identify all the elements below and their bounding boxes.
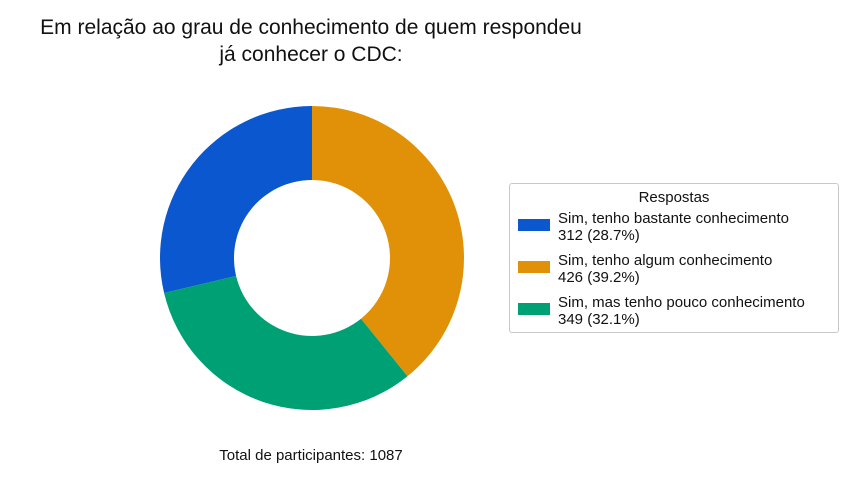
legend: Respostas Sim, tenho bastante conhecimen…: [509, 183, 839, 333]
chart-title-line-1: Em relação ao grau de conhecimento de qu…: [40, 16, 582, 39]
legend-swatch: [518, 219, 550, 231]
legend-title: Respostas: [638, 189, 710, 206]
legend-swatch: [518, 261, 550, 273]
legend-value: 349 (32.1%): [558, 311, 640, 328]
legend-label: Sim, mas tenho pouco conhecimento: [558, 294, 805, 311]
chart-title-line-2: já conhecer o CDC:: [219, 43, 403, 66]
chart-title: Em relação ao grau de conhecimento de qu…: [0, 14, 622, 68]
legend-label: Sim, tenho bastante conhecimento: [558, 210, 789, 227]
legend-label: Sim, tenho algum conhecimento: [558, 252, 773, 269]
legend-value: 426 (39.2%): [558, 269, 640, 286]
legend-value: 312 (28.7%): [558, 227, 640, 244]
total-participants: Total de participantes: 1087: [219, 447, 403, 464]
legend-swatch: [518, 303, 550, 315]
legend-item-bastante: Sim, tenho bastante conhecimento 312 (28…: [518, 210, 836, 248]
donut-slice-pouco: [164, 275, 408, 410]
donut-chart: [160, 106, 464, 410]
legend-item-pouco: Sim, mas tenho pouco conhecimento 349 (3…: [518, 294, 836, 332]
donut-slice-bastante: [160, 106, 312, 294]
donut-slice-algum: [312, 106, 464, 377]
legend-item-algum: Sim, tenho algum conhecimento 426 (39.2%…: [518, 252, 836, 290]
